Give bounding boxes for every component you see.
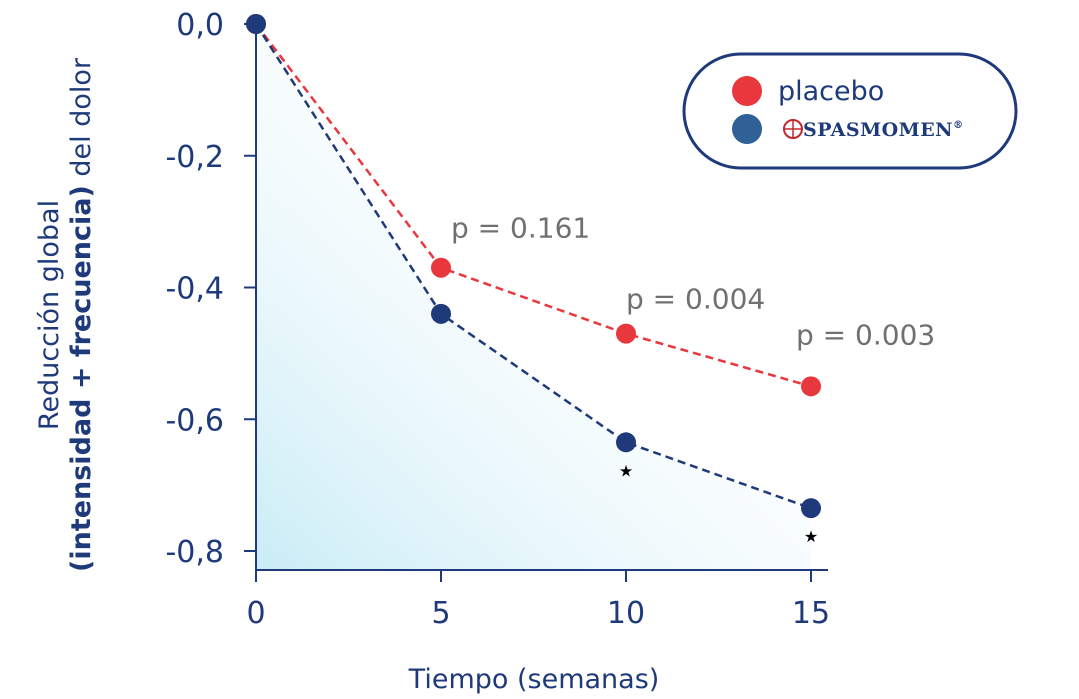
data-point-placebo xyxy=(431,257,451,278)
x-tick-label: 15 xyxy=(792,596,830,631)
legend-label-placebo: placebo xyxy=(778,76,884,107)
y-axis-title-line1: Reducción global xyxy=(34,200,65,430)
p-value-label: p = 0.003 xyxy=(796,318,935,351)
legend: placebo SPASMOMEN® xyxy=(682,52,1018,170)
legend-label-spasmomen-text: SPASMOMEN xyxy=(803,119,953,141)
significance-star-icon: ★ xyxy=(619,461,633,480)
y-tick-label: 0,0 xyxy=(176,8,224,43)
y-axis-title: Reducción global (intensidad + frecuenci… xyxy=(34,57,97,572)
area-fill xyxy=(256,24,811,570)
data-point-placebo xyxy=(616,323,636,344)
y-ticks: 0,0 -0,2 -0,4 -0,6 -0,8 xyxy=(165,8,256,570)
y-axis-title-bold: (intensidad + frecuencia) xyxy=(66,185,97,572)
y-tick-label: -0,6 xyxy=(165,403,224,438)
x-tick-label: 10 xyxy=(607,596,645,631)
legend-label-spasmomen: SPASMOMEN® xyxy=(803,119,964,141)
series-layer xyxy=(246,14,821,519)
y-axis-title-end: del dolor xyxy=(66,57,97,185)
y-tick-label: -0,2 xyxy=(165,140,224,175)
data-point-placebo xyxy=(801,376,821,397)
y-tick-label: -0,4 xyxy=(165,272,224,307)
spasmomen-logo-icon xyxy=(783,119,803,139)
legend-swatch-spasmomen xyxy=(732,114,762,144)
x-tick-label: 0 xyxy=(246,596,265,631)
legend-swatch-placebo xyxy=(732,76,762,106)
data-point-spasmomen xyxy=(431,303,451,324)
y-tick-label: -0,8 xyxy=(165,535,224,570)
significance-star-icon: ★ xyxy=(804,527,818,546)
annotation-layer: p = 0.161 p = 0.004 p = 0.003 ★ ★ xyxy=(451,212,935,546)
legend-box xyxy=(682,52,1018,170)
p-value-label: p = 0.161 xyxy=(451,212,590,245)
series-line-spasmomen xyxy=(254,23,812,510)
p-value-label: p = 0.004 xyxy=(626,283,765,316)
data-point-spasmomen xyxy=(801,498,821,519)
y-axis-title-line2: (intensidad + frecuencia) del dolor xyxy=(66,57,97,572)
series-line-placebo xyxy=(255,23,812,388)
registered-mark: ® xyxy=(953,120,964,131)
x-ticks: 0 5 10 15 xyxy=(246,570,830,631)
data-point-spasmomen xyxy=(246,14,266,34)
x-tick-label: 5 xyxy=(431,596,450,631)
data-point-spasmomen xyxy=(616,432,636,453)
x-axis-title: Tiempo (semanas) xyxy=(408,664,660,695)
